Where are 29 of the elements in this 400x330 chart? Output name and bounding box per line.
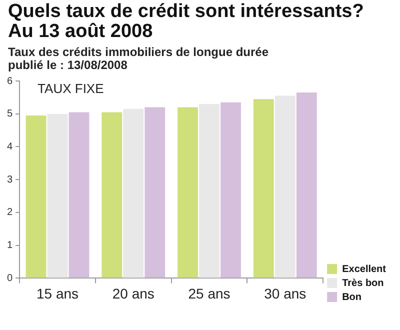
x-tick-label: 25 ans [188,285,230,302]
x-tick-label: 15 ans [36,285,79,302]
chart-subtitle: Taux des crédits immobiliers de longue durée publié le : 13/08/2008 [8,45,270,72]
bar [102,112,122,278]
bar [68,112,90,278]
bar [26,116,46,278]
bar [274,96,296,278]
y-tick-label: 2 [7,207,13,218]
bar [296,92,317,278]
y-tick-label: 4 [7,141,13,152]
bar [47,114,68,278]
bar [253,99,274,278]
bar [220,102,241,278]
x-tick-label: 20 ans [112,285,154,302]
chart-title: Quels taux de crédit sont intéressants? Au 13 août 2008 [8,1,365,42]
legend-label: Très bon [342,278,384,289]
y-tick-label: 5 [7,108,13,120]
bar [123,108,144,278]
bar [178,107,198,278]
legend-label: Excellent [342,264,387,275]
x-tick-label: 30 ans [264,285,306,302]
bar [199,104,220,278]
y-tick-label: 1 [7,240,13,252]
annotation: TAUX FIXE [38,81,104,96]
y-tick-label: 0 [7,272,13,284]
bar [144,107,166,278]
y-tick-label: 6 [7,76,13,87]
legend-label: Bon [342,292,362,303]
y-tick-label: 3 [7,174,13,186]
